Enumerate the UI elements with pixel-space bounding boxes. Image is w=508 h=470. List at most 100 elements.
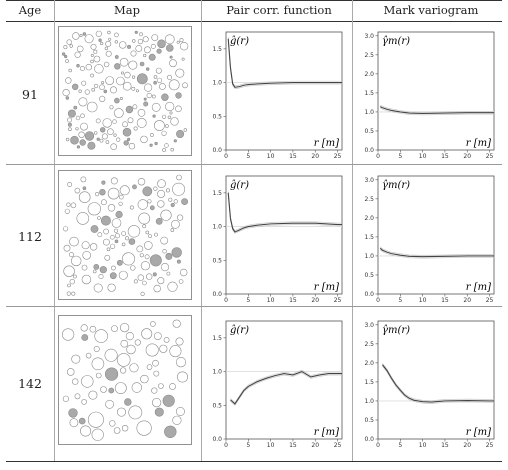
tree-circle xyxy=(107,204,116,212)
tree-circle xyxy=(134,30,138,34)
tree-circle xyxy=(114,233,120,239)
row-rule xyxy=(6,164,502,165)
tree-circle xyxy=(68,68,72,73)
tree-circle xyxy=(82,251,92,260)
tree-circle xyxy=(80,425,92,437)
plot-frame xyxy=(377,175,495,295)
tree-circle xyxy=(145,67,150,71)
tree-circle xyxy=(153,332,162,340)
tree-circle xyxy=(99,266,107,274)
tree-circle xyxy=(154,232,158,237)
header-rule xyxy=(6,21,502,22)
y-tick-label: 0.5 xyxy=(364,417,374,424)
tree-circle xyxy=(151,94,156,99)
tree-circle xyxy=(65,137,70,142)
y-tick-label: 1.0 xyxy=(364,398,374,405)
tree-circle xyxy=(107,283,116,292)
tree-circle xyxy=(139,32,143,37)
tree-circle xyxy=(109,272,117,280)
estimate-curve xyxy=(227,192,342,233)
tree-circle xyxy=(152,114,156,118)
tree-circle xyxy=(85,63,92,71)
tree-circle xyxy=(68,127,72,131)
plot-ylabel: γ̂m(r) xyxy=(382,36,410,47)
x-tick-label: 25 xyxy=(334,297,342,302)
tree-circle xyxy=(169,59,177,68)
tree-circle xyxy=(127,225,141,238)
tree-circle xyxy=(137,177,146,186)
tree-circle xyxy=(87,411,104,428)
tree-circle xyxy=(172,415,182,425)
tree-circle xyxy=(122,127,132,137)
tree-circle xyxy=(151,397,162,408)
tree-circle xyxy=(130,265,136,271)
y-tick-label: 0.0 xyxy=(212,436,222,443)
tree-circle xyxy=(74,393,81,400)
y-tick-label: 0.5 xyxy=(364,128,374,135)
tree-circle xyxy=(101,199,107,206)
tree-circle xyxy=(96,137,100,141)
tree-circle xyxy=(81,274,92,285)
tree-circle xyxy=(61,52,66,56)
tree-circle xyxy=(161,114,167,119)
tree-circle xyxy=(107,128,114,135)
tree-circle xyxy=(75,115,81,121)
tree-circle xyxy=(114,97,120,104)
tree-circle xyxy=(116,353,131,367)
envelope-upper xyxy=(380,246,494,256)
tree-circle xyxy=(170,228,175,232)
tree-circle xyxy=(175,356,187,368)
tree-circle xyxy=(103,238,110,246)
envelope-lower xyxy=(382,365,494,404)
tree-circle xyxy=(106,247,111,252)
tree-circle xyxy=(94,329,109,343)
pair-correlation-plot-112: 0 5 10 15 20 25 0.0 0.5 1.0 1.5 ĝ(r) r [m] xyxy=(212,175,343,302)
tree-circle xyxy=(116,259,123,266)
tree-circle xyxy=(166,271,171,276)
tree-circle xyxy=(67,122,72,127)
tree-circle xyxy=(95,30,102,37)
x-tick-label: 0 xyxy=(376,442,380,447)
tree-circle xyxy=(164,143,169,148)
tree-circle xyxy=(137,199,149,210)
tree-circle xyxy=(142,280,147,286)
tree-circle xyxy=(131,86,136,91)
y-tick-label: 0.0 xyxy=(364,147,374,154)
y-tick-label: 0.0 xyxy=(212,291,222,298)
tree-circle xyxy=(152,359,159,367)
tree-circle xyxy=(157,179,166,188)
tree-circle xyxy=(107,30,111,35)
plot-frame xyxy=(225,31,343,151)
tree-circle xyxy=(150,321,156,327)
tree-circle xyxy=(144,46,151,54)
column-separator xyxy=(54,0,55,462)
tree-circle xyxy=(162,248,167,254)
tree-circle xyxy=(112,119,117,124)
tree-circle xyxy=(103,228,109,235)
tree-circle xyxy=(105,40,112,47)
tree-circle xyxy=(136,118,147,128)
estimate-curve xyxy=(230,370,342,405)
tree-map-142 xyxy=(58,315,192,445)
tree-circle xyxy=(176,174,182,181)
tree-circle xyxy=(84,131,95,141)
tree-circle xyxy=(129,205,134,210)
y-tick-label: 3.0 xyxy=(364,322,374,329)
header-mark-variogram: Mark variogram xyxy=(383,3,479,17)
tree-circle xyxy=(71,255,82,267)
tree-circle xyxy=(176,214,184,221)
tree-circle xyxy=(126,137,131,141)
tree-circle xyxy=(170,147,174,152)
y-tick-label: 1.5 xyxy=(364,90,374,97)
tree-circle xyxy=(176,259,181,264)
tree-circle xyxy=(74,187,81,194)
tree-circle xyxy=(78,191,91,204)
tree-circle xyxy=(81,264,88,271)
tree-circle xyxy=(144,241,153,250)
tree-circle xyxy=(64,208,70,214)
tree-circle xyxy=(121,424,129,432)
tree-circle xyxy=(104,254,111,261)
tree-circle xyxy=(121,242,126,247)
tree-circle xyxy=(91,357,105,371)
